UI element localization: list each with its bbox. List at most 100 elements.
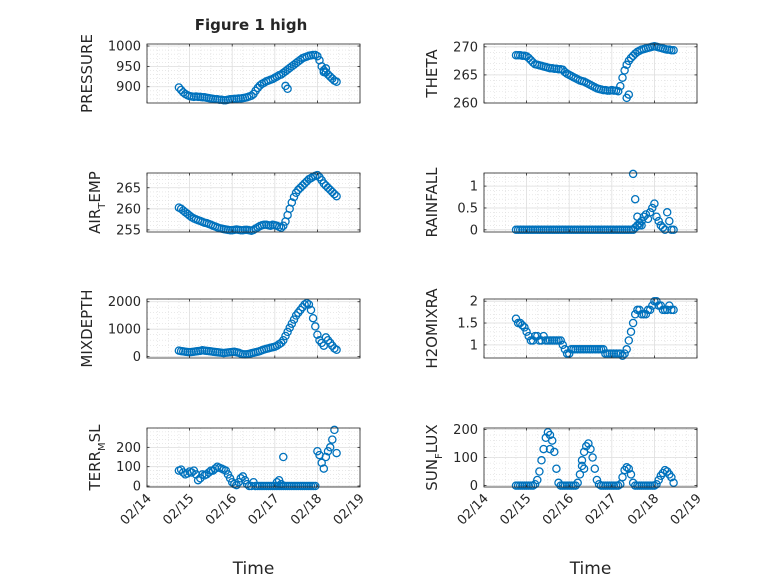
y-axis-label-tail: SL: [86, 424, 104, 443]
data-point: [204, 468, 214, 477]
data-point: [328, 435, 337, 444]
data-point: [560, 67, 570, 77]
data-point: [272, 341, 282, 350]
data-point: [281, 331, 290, 341]
data-point: [641, 310, 651, 319]
data-point: [317, 62, 326, 71]
data-point: [654, 216, 663, 226]
data-point: [323, 183, 333, 193]
data-point: [285, 323, 294, 333]
data-point: [317, 458, 326, 468]
subplot-2: 260 265 270 THETA: [423, 40, 698, 112]
y-tick-label: 2000: [108, 295, 141, 310]
y-tick-label: 0.5: [457, 201, 478, 216]
data-point: [296, 55, 305, 65]
data-point: [332, 77, 341, 87]
data-point: [618, 73, 627, 82]
data-point: [635, 305, 644, 315]
data-point: [535, 467, 544, 476]
x-tick-label: 02/14: [118, 491, 155, 528]
y-tick-label: 200: [116, 441, 141, 456]
data-point: [185, 211, 194, 220]
y-tick-label: 950: [116, 60, 141, 75]
y-axis-label-main: MIXDEPTH: [78, 289, 96, 367]
data-point: [669, 225, 678, 235]
data-point: [293, 308, 303, 317]
x-tick-label: 02/19: [668, 491, 705, 528]
data-point: [283, 84, 292, 94]
data-point: [662, 208, 672, 217]
data-point: [579, 464, 589, 473]
data-point: [650, 481, 659, 490]
data-point: [308, 313, 318, 323]
data-point: [662, 305, 672, 315]
x-tick-label: 02/15: [160, 491, 197, 528]
y-tick-label: 260: [453, 97, 478, 112]
data-point: [575, 470, 585, 479]
y-tick-label: 0: [133, 480, 141, 495]
x-tick-label: 02/18: [625, 491, 662, 528]
data-point: [293, 185, 303, 195]
y-axis-label: AIRTEMP: [86, 171, 108, 234]
subplot-7: 0 100 200 TERRMSL 02/14 02/15 02/16 02/17 02/18 0…: [86, 424, 368, 579]
data-point: [313, 330, 322, 339]
data-point: [528, 481, 538, 490]
data-point: [255, 81, 265, 90]
y-tick-label: 265: [116, 181, 141, 196]
data-point: [658, 223, 668, 232]
data-point: [648, 301, 657, 310]
y-axis-label-subscript: T: [97, 202, 108, 210]
data-point: [539, 331, 548, 341]
data-point: [547, 436, 557, 445]
y-tick-label: 100: [453, 451, 478, 466]
y-axis-label-main: TERR: [86, 451, 104, 492]
data-point: [630, 194, 640, 204]
data-point: [624, 90, 634, 99]
data-point: [289, 315, 299, 324]
data-point: [654, 475, 663, 485]
y-axis-label-main: THETA: [423, 49, 441, 99]
y-tick-label: 265: [453, 68, 478, 83]
data-point: [300, 300, 309, 309]
y-axis-label: MIXDEPTH: [78, 289, 96, 367]
x-tick-label: 02/14: [455, 491, 492, 528]
data-point: [628, 169, 638, 179]
data-point: [652, 479, 661, 489]
data-point: [656, 221, 666, 230]
data-point: [586, 444, 595, 454]
data-point: [276, 479, 286, 489]
data-point: [624, 336, 634, 345]
y-tick-label: 1000: [108, 323, 141, 338]
data-point: [276, 223, 286, 233]
x-tick-label: 02/17: [583, 491, 620, 528]
data-point: [652, 212, 661, 221]
data-point: [537, 336, 546, 345]
x-axis-label: Time: [569, 559, 612, 579]
subplot-8: 0 100 200 SUNFLUX 02/14 02/15 02/16 02/17 02/18 0…: [423, 423, 705, 579]
data-point: [272, 477, 282, 487]
data-point: [300, 179, 309, 188]
data-point: [279, 452, 288, 462]
data-point: [616, 81, 625, 91]
y-axis-label: SUNFLUX: [423, 424, 445, 490]
subplot-6: 1 1.5 2 H2OMIXRA: [423, 288, 698, 369]
data-point: [289, 192, 299, 202]
x-tick-label: 02/15: [497, 491, 534, 528]
y-tick-label: 1000: [108, 40, 141, 55]
data-point: [545, 430, 555, 440]
x-axis-label: Time: [232, 559, 275, 579]
data-point: [328, 187, 337, 197]
data-point: [321, 452, 331, 462]
x-tick-label: 02/19: [331, 491, 368, 528]
data-point: [556, 336, 565, 345]
data-point: [330, 189, 339, 199]
data-point: [174, 83, 184, 92]
x-tick-label: 02/17: [246, 491, 283, 528]
data-point: [626, 53, 636, 63]
data-point: [641, 210, 651, 219]
data-point: [210, 464, 220, 473]
data-point: [584, 439, 593, 448]
y-tick-label: 1: [470, 338, 478, 353]
data-point: [247, 91, 256, 100]
